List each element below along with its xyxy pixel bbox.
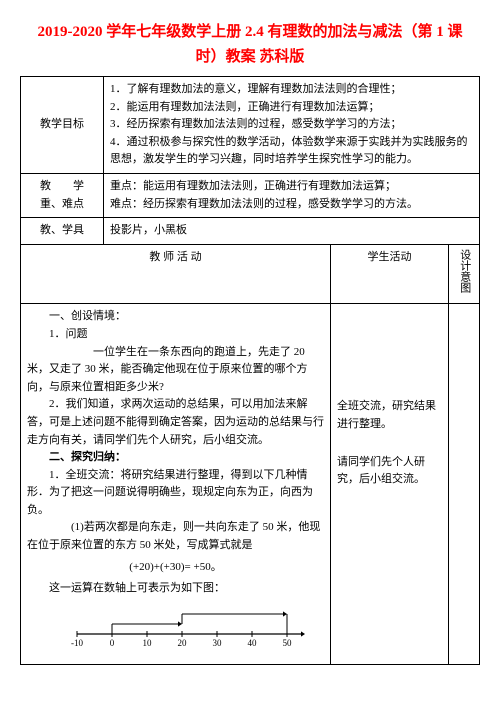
section1-p2: 2．我们知道，求两次运动的总结果，可以用加法来解答，可是上述问题不能得到确定答案… [27,396,324,449]
row-goal: 教学目标 1．了解有理数加法的意义，理解有理数加法法则的合理性； 2．能运用有理… [21,77,480,174]
row-headers: 教 师 活 动 学生活动 设计意图 [21,244,480,304]
design-intent-content [449,304,480,665]
header-student-activity: 学生活动 [331,244,449,304]
tools-label: 教、学具 [21,218,104,245]
svg-text:-10: -10 [71,638,83,648]
section2-p1: 1．全班交流：将研究结果进行整理，得到以下几种情形．为了把这一问题说得明确些，现… [27,467,324,520]
svg-text:40: 40 [248,638,258,648]
number-line-diagram: -10 0 10 20 30 40 50 [67,606,324,656]
section2-p2: (1)若两次都是向东走，则一共向东走了 50 米，他现在位于原来位置的东方 50… [27,519,324,554]
keypoint-content: 重点：能运用有理数加法法则，正确进行有理数加法运算； 难点：经历探索有理数加法法… [104,173,480,217]
svg-text:30: 30 [213,638,223,648]
section1-p1: 一位学生在一条东西向的跑道上，先走了 20 米，又走了 30 米，能否确定他现在… [27,344,324,397]
goal-label: 教学目标 [21,77,104,174]
goal-content: 1．了解有理数加法的意义，理解有理数加法法则的合理性； 2．能运用有理数加法法则… [104,77,480,174]
tools-content: 投影片，小黑板 [104,218,480,245]
document-title-line1: 2019-2020 学年七年级数学上册 2.4 有理数的加法与减法（第 1 课 [20,20,480,41]
lesson-plan-table: 教学目标 1．了解有理数加法的意义，理解有理数加法法则的合理性； 2．能运用有理… [20,76,480,665]
svg-text:50: 50 [283,638,293,648]
header-teacher-activity: 教 师 活 动 [21,244,331,304]
section1-sub: 1．问题 [27,326,324,344]
row-tools: 教、学具 投影片，小黑板 [21,218,480,245]
header-design-intent: 设计意图 [449,244,480,304]
section2-heading: 二、探究归纳： [27,449,324,467]
student-p2: 请同学们先个人研究，后小组交流。 [337,454,442,489]
equation: (+20)+(+30)= +50。 [27,559,324,577]
svg-text:0: 0 [110,638,115,648]
section1-heading: 一、创设情境： [27,308,324,326]
svg-text:20: 20 [178,638,188,648]
row-keypoint: 教 学 重、难点 重点：能运用有理数加法法则，正确进行有理数加法运算； 难点：经… [21,173,480,217]
teacher-activity-content: 一、创设情境： 1．问题 一位学生在一条东西向的跑道上，先走了 20 米，又走了… [21,304,331,665]
student-activity-content: 全班交流，研究结果进行整理。 请同学们先个人研究，后小组交流。 [331,304,449,665]
number-line-svg: -10 0 10 20 30 40 50 [67,606,307,656]
student-p1: 全班交流，研究结果进行整理。 [337,398,442,433]
section2-p3: 这一运算在数轴上可表示为如下图： [27,580,324,598]
document-title-line2: 时）教案 苏科版 [20,45,480,66]
svg-text:10: 10 [143,638,153,648]
keypoint-label: 教 学 重、难点 [21,173,104,217]
row-content: 一、创设情境： 1．问题 一位学生在一条东西向的跑道上，先走了 20 米，又走了… [21,304,480,665]
